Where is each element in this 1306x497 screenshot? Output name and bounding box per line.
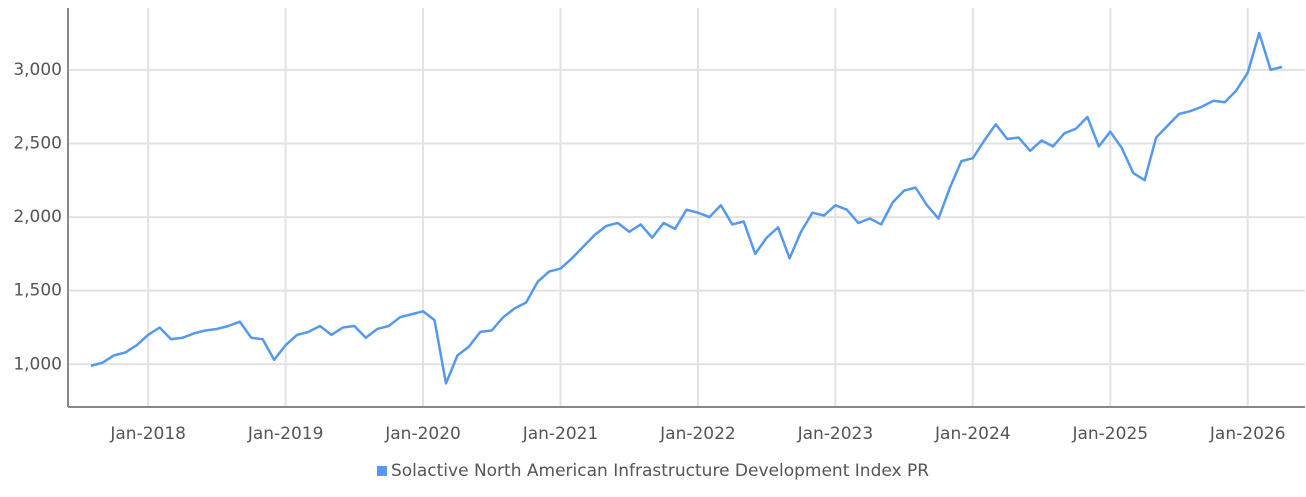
y-tick-label: 2,000 xyxy=(13,207,62,227)
x-tick-label: Jan-2024 xyxy=(934,424,1011,444)
line xyxy=(90,31,1283,385)
x-tick-label: Jan-2018 xyxy=(109,424,186,444)
x-tick-label: Jan-2023 xyxy=(797,424,874,444)
x-tick-label: Jan-2026 xyxy=(1209,424,1286,444)
y-tick-label: 1,000 xyxy=(13,354,62,374)
y-tick-label: 1,500 xyxy=(13,281,62,301)
x-tick-label: Jan-2025 xyxy=(1071,424,1148,444)
x-tick-label: Jan-2021 xyxy=(522,424,599,444)
x-tick-label: Jan-2022 xyxy=(659,424,736,444)
legend-swatch xyxy=(376,466,387,476)
x-tick-label: Jan-2020 xyxy=(384,424,461,444)
y-tick-label: 2,500 xyxy=(13,133,62,153)
y-tick-label: 3,000 xyxy=(13,60,62,80)
legend-label: Solactive North American Infrastructure … xyxy=(391,461,929,481)
x-tick-label: Jan-2019 xyxy=(247,424,324,444)
